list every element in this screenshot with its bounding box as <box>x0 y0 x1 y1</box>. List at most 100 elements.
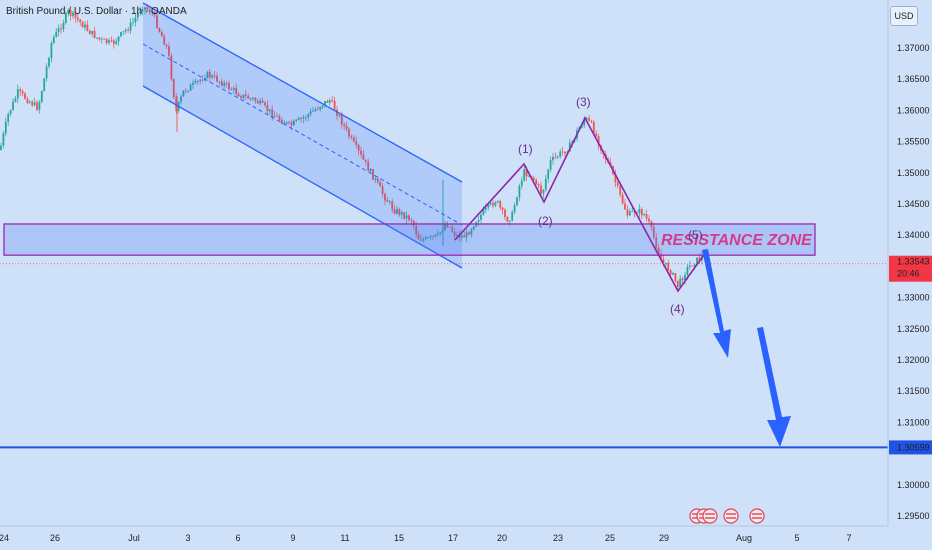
candle-body <box>163 36 166 45</box>
candle-body <box>408 215 410 221</box>
channel-lower-line[interactable] <box>142 85 463 269</box>
candle-body <box>223 82 226 86</box>
resistance-zone[interactable]: RESISTANCE ZONE <box>3 223 816 256</box>
projection-arrow-2[interactable] <box>757 327 791 447</box>
candle-body <box>592 121 595 134</box>
candle-body <box>67 10 70 14</box>
candle-body <box>120 32 122 37</box>
candle-body <box>206 71 209 79</box>
candle-body <box>105 38 108 44</box>
candle-body <box>472 226 475 230</box>
candle-body <box>669 270 672 275</box>
candle-body <box>616 182 619 186</box>
candle-body <box>249 98 252 100</box>
candle-body <box>290 122 293 126</box>
descending-channel[interactable] <box>142 2 463 269</box>
elliott-wave[interactable] <box>454 116 707 293</box>
candle-body <box>319 107 322 110</box>
candle-body <box>396 209 398 214</box>
candle-body <box>626 209 629 216</box>
candle-body <box>391 201 394 210</box>
candle-body <box>312 110 314 112</box>
candle-body <box>192 82 194 85</box>
candle-body <box>256 100 259 104</box>
y-tick-label: 1.31000 <box>897 417 930 427</box>
symbol-title[interactable]: British Pound / U.S. Dollar · 1h · OANDA <box>6 6 187 17</box>
candle-body <box>86 24 89 31</box>
candle-body <box>556 156 559 158</box>
projection-arrows[interactable] <box>702 249 791 447</box>
candle-body <box>501 207 504 210</box>
candle-body <box>559 151 562 157</box>
candle-body <box>285 121 288 124</box>
candle-body <box>664 262 667 264</box>
currency-button[interactable]: USD <box>890 6 918 26</box>
candle-body <box>688 265 691 267</box>
candle-body <box>580 125 583 128</box>
candle-body <box>638 208 641 214</box>
candle-body <box>40 91 43 103</box>
candle-body <box>72 12 74 16</box>
candle-body <box>129 22 132 31</box>
x-tick-label: Aug <box>736 533 752 543</box>
candle-body <box>595 133 598 136</box>
candle-body <box>340 115 343 125</box>
resistance-zone-box[interactable] <box>3 223 816 256</box>
candle-body <box>268 109 271 112</box>
candle-body <box>93 30 96 38</box>
candle-body <box>139 11 142 13</box>
wave-path[interactable] <box>454 116 707 293</box>
candle-body <box>444 223 446 231</box>
candle-body <box>477 219 480 222</box>
candle-body <box>508 220 511 222</box>
projection-arrow-1[interactable] <box>702 249 731 358</box>
x-tick-label: 7 <box>846 533 851 543</box>
candle-body <box>184 90 187 92</box>
candle-body <box>417 234 420 240</box>
x-tick-label: 25 <box>605 533 615 543</box>
candle-body <box>9 110 12 114</box>
x-tick-label: Jul <box>128 533 140 543</box>
candle-body <box>484 207 487 210</box>
candle-body <box>230 89 233 90</box>
candle-body <box>16 89 19 99</box>
y-tick-label: 1.30000 <box>897 480 930 490</box>
candle-body <box>194 81 197 83</box>
candle-body <box>156 15 158 28</box>
candle-body <box>216 75 218 82</box>
candle-body <box>127 29 130 31</box>
channel-upper-line[interactable] <box>142 2 463 183</box>
candle-body <box>172 79 175 98</box>
candle-body <box>0 145 2 150</box>
candle-body <box>660 253 662 260</box>
candle-body <box>636 212 638 214</box>
candle-body <box>81 21 84 28</box>
candle-body <box>264 102 266 106</box>
candle-body <box>300 118 302 119</box>
event-flag-icon <box>723 508 739 524</box>
channel-mid-line <box>142 43 463 226</box>
candle-body <box>7 113 10 122</box>
x-tick-label: 11 <box>340 533 349 543</box>
candle-body <box>165 44 168 47</box>
candle-body <box>439 232 442 234</box>
candle-body <box>261 100 264 103</box>
candle-body <box>62 22 65 30</box>
candle-body <box>566 151 569 154</box>
candle-body <box>561 151 564 153</box>
y-tick-label: 1.33000 <box>897 293 930 303</box>
candle-body <box>679 278 682 287</box>
price-axis[interactable]: 1.37000 1.36500 1.36000 1.35500 1.35000 1.345… <box>887 0 932 526</box>
candle-body <box>698 257 701 261</box>
candle-body <box>141 9 144 12</box>
current-price-countdown: 20:46 <box>897 269 920 279</box>
candle-body <box>482 209 485 215</box>
time-axis[interactable]: 24 26 Jul 3 6 9 11 15 17 20 23 25 29 Aug 5 7 <box>0 525 932 550</box>
y-tick-label: 1.36000 <box>897 105 930 115</box>
candle-body <box>362 154 365 160</box>
candle-body <box>662 259 665 264</box>
y-tick-label: 1.29500 <box>897 511 930 521</box>
candle-body <box>189 84 192 91</box>
